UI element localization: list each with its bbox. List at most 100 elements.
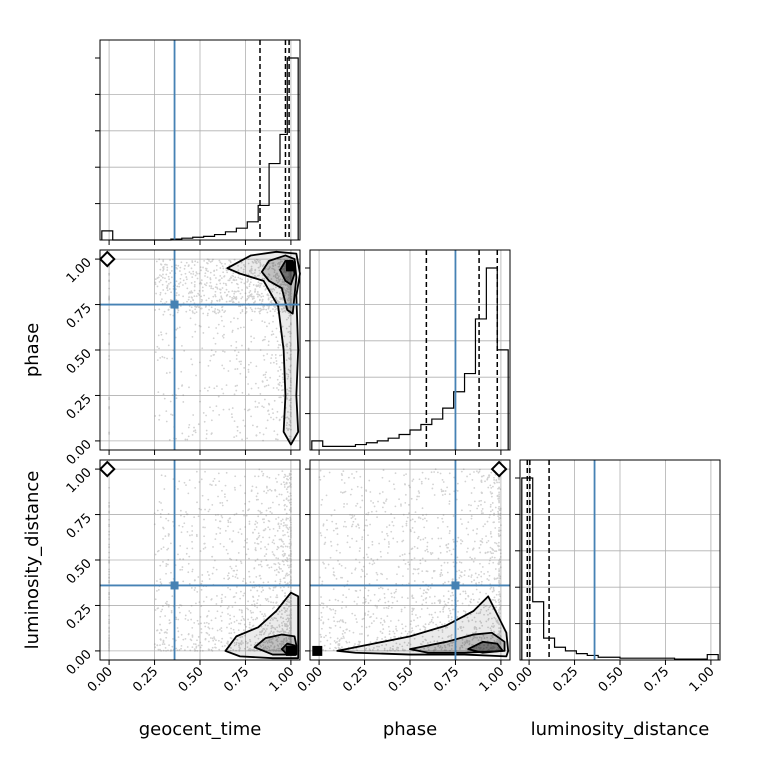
scatter-geocent-time-luminosity-distance-point-1095	[208, 634, 211, 636]
scatter-phase-luminosity-distance-point-618	[406, 632, 409, 635]
scatter-phase-luminosity-distance-point-239	[480, 570, 483, 573]
scatter-geocent-time-luminosity-distance-point-49	[238, 646, 241, 649]
scatter-phase-luminosity-distance-point-900	[397, 565, 400, 568]
scatter-geocent-time-luminosity-distance-point-1166	[210, 619, 213, 622]
scatter-geocent-time-luminosity-distance-point-173	[218, 480, 221, 483]
scatter-geocent-time-luminosity-distance-point-697	[289, 555, 292, 558]
scatter-geocent-time-luminosity-distance-point-53	[277, 647, 280, 650]
scatter-phase-luminosity-distance-point-873	[334, 612, 337, 615]
scatter-geocent-time-luminosity-distance-point-1025	[188, 582, 191, 585]
scatter-geocent-time-luminosity-distance-point-308	[280, 519, 283, 522]
scatter-geocent-time-phase-point-957	[245, 307, 247, 310]
scatter-geocent-time-luminosity-distance-point-196	[280, 539, 283, 542]
scatter-phase-luminosity-distance-point-1373	[492, 549, 495, 551]
scatter-phase-luminosity-distance-point-86	[408, 630, 410, 633]
scatter-geocent-time-phase-point-89	[255, 434, 258, 437]
scatter-geocent-time-luminosity-distance-point-671	[278, 527, 281, 530]
scatter-geocent-time-luminosity-distance-point-467	[272, 553, 275, 556]
scatter-phase-luminosity-distance-point-1313	[498, 530, 500, 533]
scatter-geocent-time-luminosity-distance-point-628	[290, 594, 292, 597]
scatter-geocent-time-phase-point-202	[239, 431, 242, 434]
scatter-geocent-time-phase-point-1009	[273, 288, 276, 291]
scatter-geocent-time-phase-point-988	[223, 311, 226, 314]
scatter-geocent-time-phase-point-169	[221, 309, 224, 311]
scatter-geocent-time-luminosity-distance-point-233	[290, 613, 292, 615]
scatter-geocent-time-phase-point-131	[226, 293, 229, 296]
scatter-geocent-time-phase-point-189	[286, 283, 289, 286]
scatter-geocent-time-phase-point-49	[279, 297, 282, 300]
scatter-geocent-time-luminosity-distance-point-161	[205, 631, 208, 634]
scatter-geocent-time-phase-point-665	[197, 423, 200, 426]
scatter-geocent-time-luminosity-distance-point-198	[238, 642, 241, 645]
scatter-geocent-time-luminosity-distance-point-46	[257, 498, 259, 501]
scatter-geocent-time-phase-point-144	[274, 308, 277, 311]
scatter-geocent-time-luminosity-distance-point-1391	[108, 630, 110, 632]
scatter-geocent-time-phase-point-252	[205, 299, 208, 302]
scatter-geocent-time-luminosity-distance-point-932	[206, 615, 208, 618]
scatter-geocent-time-luminosity-distance-point-1093	[164, 615, 167, 617]
scatter-geocent-time-phase-point-612	[239, 326, 242, 329]
scatter-geocent-time-luminosity-distance-point-95	[253, 649, 255, 652]
scatter-geocent-time-phase-point-446	[253, 259, 256, 262]
scatter-phase-luminosity-distance-point-879	[358, 643, 361, 646]
scatter-phase-luminosity-distance-point-692	[391, 601, 394, 604]
scatter-geocent-time-phase-point-1230	[278, 381, 281, 384]
scatter-phase-luminosity-distance-point-355	[335, 522, 338, 525]
scatter-geocent-time-phase-point-1091	[284, 289, 287, 292]
scatter-geocent-time-luminosity-distance-point-999	[240, 562, 243, 565]
scatter-phase-luminosity-distance-point-850	[332, 567, 335, 570]
scatter-geocent-time-phase-point-1214	[289, 299, 292, 302]
scatter-geocent-time-luminosity-distance-point-397	[239, 528, 242, 531]
scatter-geocent-time-luminosity-distance-point-1365	[261, 586, 264, 589]
scatter-geocent-time-luminosity-distance-point-1098	[196, 650, 199, 652]
scatter-geocent-time-luminosity-distance-point-651	[289, 503, 292, 506]
scatter-geocent-time-luminosity-distance-point-466	[108, 576, 110, 579]
scatter-geocent-time-phase-point-78	[235, 298, 238, 301]
scatter-phase-luminosity-distance-point-1147	[466, 550, 468, 553]
scatter-geocent-time-phase-point-524	[161, 283, 164, 286]
scatter-phase-luminosity-distance-point-992	[365, 489, 367, 492]
scatter-geocent-time-phase-point-386	[247, 296, 250, 299]
scatter-geocent-time-phase-point-1319	[222, 408, 225, 411]
scatter-geocent-time-phase-point-128	[175, 437, 177, 440]
scatter-geocent-time-luminosity-distance-point-245	[184, 617, 187, 620]
scatter-geocent-time-phase-point-726	[288, 387, 291, 389]
scatter-phase-luminosity-distance-point-345	[473, 500, 476, 503]
scatter-geocent-time-phase-point-81	[270, 301, 273, 304]
scatter-phase-luminosity-distance-point-1189	[391, 521, 394, 523]
scatter-geocent-time-luminosity-distance-point-1042	[208, 578, 211, 580]
scatter-geocent-time-luminosity-distance-point-249	[289, 572, 292, 574]
scatter-geocent-time-phase-point-1348	[188, 309, 191, 312]
scatter-geocent-time-luminosity-distance-point-585	[172, 638, 174, 640]
scatter-geocent-time-luminosity-distance-point-240	[230, 567, 233, 570]
scatter-geocent-time-luminosity-distance-point-739	[190, 618, 193, 621]
scatter-geocent-time-luminosity-distance-point-545	[287, 499, 290, 502]
scatter-geocent-time-luminosity-distance-point-1249	[269, 506, 272, 509]
scatter-geocent-time-luminosity-distance-point-769	[259, 563, 262, 566]
scatter-geocent-time-phase-point-487	[289, 287, 292, 290]
scatter-geocent-time-phase-point-230	[221, 388, 223, 390]
scatter-geocent-time-luminosity-distance-point-662	[281, 643, 284, 645]
scatter-geocent-time-luminosity-distance-point-197	[233, 644, 236, 647]
scatter-phase-luminosity-distance-point-3	[401, 627, 404, 630]
scatter-geocent-time-phase-point-796	[235, 354, 238, 357]
scatter-phase-luminosity-distance-point-1385	[470, 517, 473, 520]
scatter-geocent-time-phase-point-860	[289, 411, 292, 414]
scatter-geocent-time-phase-point-43	[247, 383, 250, 385]
scatter-geocent-time-phase-point-1081	[289, 332, 292, 335]
scatter-geocent-time-luminosity-distance-point-105	[289, 558, 292, 561]
scatter-geocent-time-phase-point-785	[283, 268, 286, 271]
scatter-geocent-time-luminosity-distance-point-203	[272, 648, 275, 651]
scatter-geocent-time-luminosity-distance-point-517	[285, 505, 288, 508]
scatter-phase-luminosity-distance-point-762	[419, 538, 422, 541]
scatter-geocent-time-luminosity-distance-point-29	[250, 627, 253, 630]
scatter-geocent-time-luminosity-distance-point-1280	[179, 558, 181, 561]
scatter-geocent-time-luminosity-distance-point-1049	[289, 557, 292, 560]
scatter-geocent-time-phase-point-44	[243, 366, 246, 369]
scatter-geocent-time-luminosity-distance-point-758	[108, 622, 110, 625]
scatter-geocent-time-luminosity-distance-point-115	[154, 598, 157, 601]
scatter-phase-luminosity-distance-point-564	[467, 504, 470, 506]
scatter-geocent-time-phase-point-17	[285, 345, 288, 348]
scatter-phase-luminosity-distance-square-marker	[312, 645, 323, 656]
scatter-geocent-time-phase-point-705	[188, 296, 190, 298]
